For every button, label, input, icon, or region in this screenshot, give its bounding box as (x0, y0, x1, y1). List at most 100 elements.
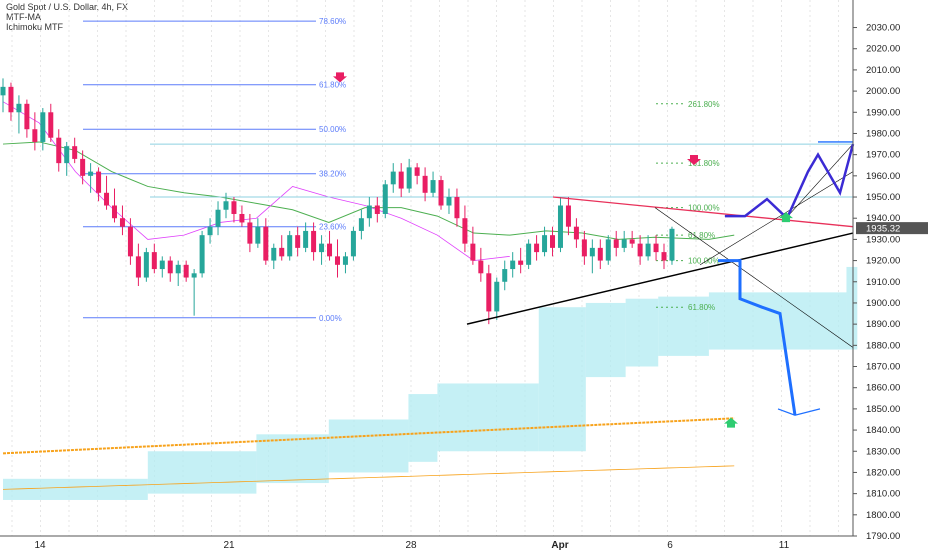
candle-body (398, 171, 404, 189)
price-tick-label: 2010.00 (866, 65, 900, 76)
candle-body (510, 260, 516, 270)
time-axis[interactable]: 14 21 28 Apr 6 11 (0, 535, 853, 550)
fib-level-label: 38.20% (319, 170, 346, 179)
candle-body (669, 228, 675, 261)
fib-ext-label: 100.00% (688, 257, 720, 266)
price-tick-label: 1960.00 (866, 171, 900, 182)
price-tick-label: 1830.00 (866, 446, 900, 457)
price-tick-label: 1910.00 (866, 277, 900, 288)
candle-body (430, 180, 436, 193)
candle-body (111, 205, 117, 219)
candle-body (183, 264, 189, 278)
signal-arrows (333, 72, 793, 428)
ma-pink-line (2, 101, 510, 262)
price-tick-label: 1860.00 (866, 383, 900, 394)
candle-body (24, 103, 30, 130)
candle-body (550, 235, 556, 248)
support-trendline (466, 232, 854, 325)
price-tick-label: 1810.00 (866, 489, 900, 500)
candle-body (390, 171, 396, 185)
fib-level-label: 0.00% (319, 314, 342, 323)
candle-body (263, 226, 269, 261)
price-tick-label: 1970.00 (866, 150, 900, 161)
candle-body (247, 222, 253, 244)
candle-body (96, 171, 102, 193)
candle-body (143, 252, 149, 278)
cloud-segment (708, 292, 847, 350)
candle-body (199, 235, 205, 274)
fib-ext-label: 161.80% (688, 159, 720, 168)
fib-ext-label: 100.00% (688, 204, 720, 213)
last-price-label: 1935.32 (866, 224, 900, 235)
price-axis[interactable]: 1790.00 1800.00 1810.00 1820.00 1830.00 1840.… (852, 0, 928, 542)
cloud-segment (846, 266, 858, 350)
candle-body (175, 264, 181, 274)
cloud-segment (538, 307, 586, 452)
indicator-mtf-ma: MTF-MA (6, 12, 41, 22)
fib-ext-label: 61.80% (688, 303, 715, 312)
candle-body (645, 243, 651, 257)
candle-body (119, 218, 125, 227)
cloud-segment (3, 478, 148, 500)
fib-level-label: 61.80% (319, 81, 346, 90)
cloud-segment (658, 296, 709, 356)
ichimoku-cloud (3, 266, 858, 500)
price-tick-label: 1920.00 (866, 256, 900, 267)
projection-paths (718, 141, 855, 416)
bearish-target-mark (777, 408, 821, 416)
candle-body (661, 252, 667, 261)
candle-body (0, 86, 6, 96)
indicator-ichimoku: Ichimoku MTF (6, 22, 64, 32)
candle-body (542, 235, 548, 253)
time-tick-label: Apr (551, 540, 568, 550)
fib-level-label: 23.60% (319, 223, 346, 232)
candle-body (239, 213, 245, 223)
candle-body (454, 197, 460, 219)
candle-body (334, 256, 340, 265)
candle-body (127, 226, 133, 257)
channel-line (785, 143, 854, 219)
candle-body (462, 218, 468, 244)
candle-body (637, 243, 643, 257)
candle-body (279, 247, 285, 257)
price-tick-label: 1980.00 (866, 128, 900, 139)
candle-body (151, 252, 157, 270)
candle-body (406, 167, 412, 189)
ma-orange-line (2, 417, 735, 455)
candle-body (486, 273, 492, 312)
candle-body (223, 201, 229, 210)
candle-body (573, 226, 579, 240)
price-tick-label: 1880.00 (866, 340, 900, 351)
candle-body (597, 247, 603, 261)
chart-legend: Gold Spot / U.S. Dollar, 4h, FX MTF-MA I… (6, 2, 128, 32)
fib-ext-label: 61.80% (688, 231, 715, 240)
price-tick-label: 1800.00 (866, 510, 900, 521)
candle-body (613, 239, 619, 248)
candle-body (502, 269, 508, 282)
candle-body (159, 260, 165, 270)
candle-body (8, 86, 14, 113)
candle-body (303, 230, 309, 248)
channel-line (654, 207, 854, 348)
price-tick-label: 1950.00 (866, 192, 900, 203)
price-tick-label: 2000.00 (866, 86, 900, 97)
fib-level-label: 50.00% (319, 125, 346, 134)
fib-level-label: 78.60% (319, 17, 346, 26)
cloud-segment (147, 451, 257, 494)
candle-body (565, 205, 571, 227)
candle-body (287, 235, 293, 257)
candle-body (319, 243, 325, 253)
sell-arrow-icon (687, 155, 701, 166)
candle-body (414, 167, 420, 176)
candle-body (64, 146, 70, 164)
candle-body (135, 256, 141, 278)
last-price-badge (856, 222, 928, 235)
candle-body (526, 243, 532, 265)
fibonacci-levels: 0.00% 23.60% 38.20% 50.00% 61.80% 78.60% 61.80… (83, 17, 720, 323)
candle-body (295, 235, 301, 248)
candle-body (629, 239, 635, 244)
candle-body (382, 184, 388, 214)
price-tick-label: 1930.00 (866, 234, 900, 245)
candle-body (48, 112, 54, 138)
